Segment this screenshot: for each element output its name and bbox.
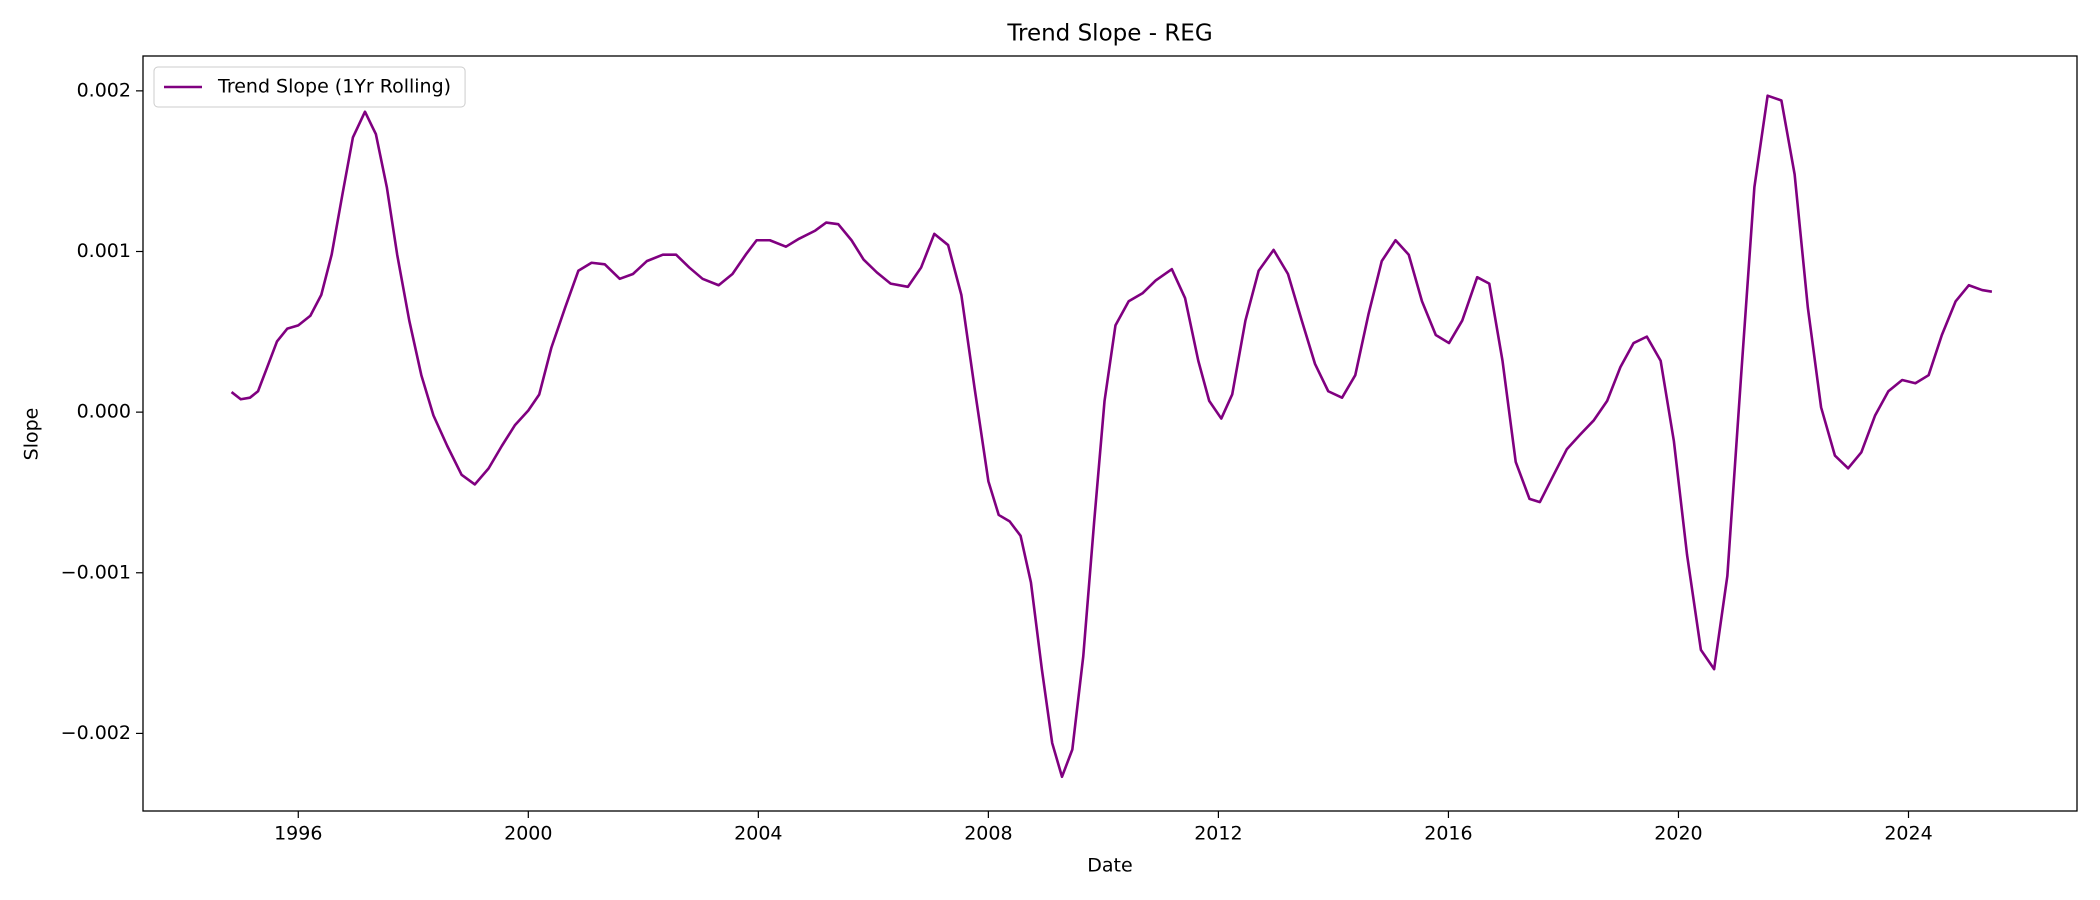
x-tick-label: 2012	[1194, 823, 1242, 845]
y-tick-label: −0.001	[61, 561, 131, 583]
y-tick-label: −0.002	[61, 722, 131, 744]
y-axis-label: Slope	[21, 408, 43, 461]
x-tick-label: 2008	[964, 823, 1012, 845]
x-tick-label: 2020	[1654, 823, 1702, 845]
legend: Trend Slope (1Yr Rolling)	[153, 66, 466, 108]
plot-frame	[142, 55, 2078, 812]
y-tick-label: 0.001	[77, 240, 131, 262]
legend-label: Trend Slope (1Yr Rolling)	[217, 76, 451, 98]
x-tick-label: 1996	[274, 823, 322, 845]
chart-title: Trend Slope - REG	[1006, 21, 1212, 47]
legend-box	[153, 66, 466, 108]
x-tick-label: 2000	[504, 823, 552, 845]
y-tick-label: 0.002	[77, 79, 131, 101]
x-tick-label: 2004	[734, 823, 782, 845]
data-line	[230, 94, 1993, 779]
x-axis-label: Date	[1087, 855, 1132, 877]
x-tick-label: 2016	[1424, 823, 1472, 845]
y-tick-label: 0.000	[77, 401, 131, 423]
x-tick-label: 2024	[1884, 823, 1932, 845]
